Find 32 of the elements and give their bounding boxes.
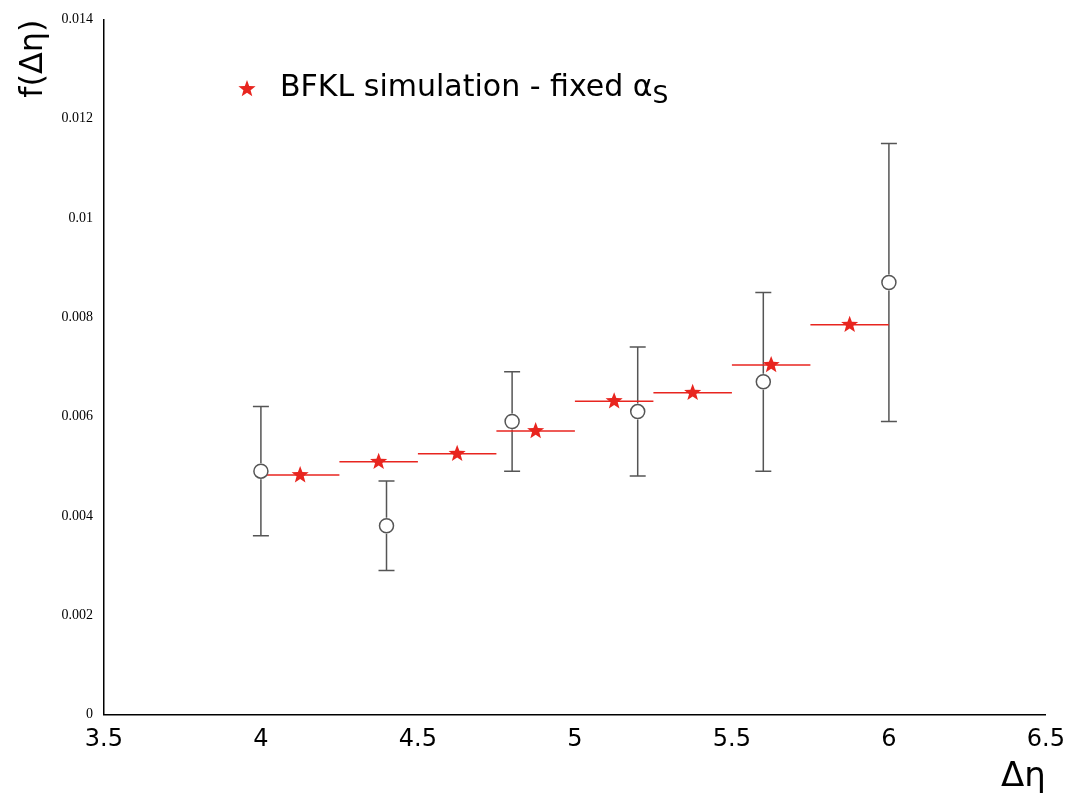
x-tick-label: 4.5 (398, 724, 437, 753)
point (253, 463, 269, 479)
point (629, 403, 646, 420)
y-tick-label: 0.002 (61, 606, 93, 622)
point (605, 392, 623, 409)
y-tick-label: 0 (85, 706, 93, 722)
legend-label: BFKL simulation - fixed α$_{S}$ (280, 68, 669, 109)
x-tick-label: 5 (567, 724, 583, 753)
point (684, 383, 702, 400)
x-tick-label: 6.5 (1026, 724, 1065, 753)
point (504, 413, 520, 430)
y-tick-label: 0.008 (61, 308, 93, 324)
point (370, 452, 388, 469)
x-axis-title: Δη (1001, 754, 1046, 795)
y-tick-label: 0.01 (68, 209, 93, 225)
point (755, 374, 772, 390)
point (448, 444, 466, 462)
x-tick-label: 6 (881, 724, 897, 753)
point (762, 355, 780, 373)
y-tick-label: 0.012 (61, 110, 93, 126)
point (527, 421, 545, 439)
y-axis-title: f(Δη) (11, 19, 50, 98)
x-tick-label: 5.5 (712, 724, 751, 753)
x-tick-label: 3.5 (84, 724, 123, 753)
y-tick-label: 0.014 (61, 11, 93, 27)
y-tick-label: 0.006 (61, 408, 93, 424)
point (881, 274, 897, 291)
y-tick-label: 0.004 (61, 507, 93, 523)
point (291, 466, 309, 483)
x-tick-label: 4 (253, 724, 269, 753)
point (378, 518, 395, 534)
point (841, 315, 859, 332)
